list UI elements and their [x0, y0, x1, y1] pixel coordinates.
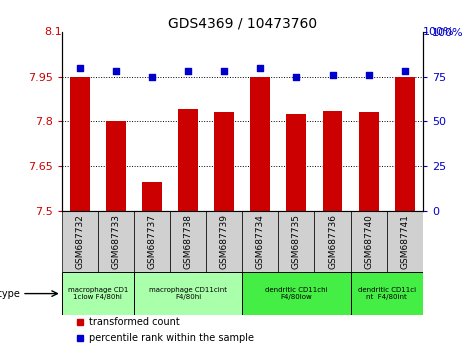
Bar [351, 272, 423, 315]
Text: macrophage CD1
1clow F4/80hi: macrophage CD1 1clow F4/80hi [67, 287, 128, 300]
Point [184, 68, 192, 74]
Bar [98, 211, 134, 272]
Bar [314, 211, 351, 272]
Bar [142, 182, 162, 211]
Bar [70, 77, 90, 211]
Bar [323, 111, 342, 211]
Bar [62, 272, 134, 315]
Bar [242, 272, 351, 315]
Bar [278, 211, 314, 272]
Point [148, 74, 156, 79]
Bar [351, 211, 387, 272]
Text: 100%: 100% [423, 27, 455, 37]
Point [329, 72, 336, 78]
Bar [387, 211, 423, 272]
Bar [134, 272, 242, 315]
Text: percentile rank within the sample: percentile rank within the sample [89, 333, 254, 343]
Point [293, 74, 300, 79]
Text: GSM687734: GSM687734 [256, 214, 265, 269]
Point [76, 65, 84, 70]
Text: GSM687740: GSM687740 [364, 214, 373, 269]
Bar [134, 211, 170, 272]
Bar [250, 76, 270, 211]
Bar [395, 76, 415, 211]
Point [365, 72, 372, 78]
Bar [359, 112, 379, 211]
Text: GSM687736: GSM687736 [328, 214, 337, 269]
Bar [62, 211, 98, 272]
Bar [178, 109, 198, 211]
Text: 8.1: 8.1 [44, 27, 62, 37]
Bar [214, 112, 234, 211]
Bar [286, 114, 306, 211]
Title: GDS4369 / 10473760: GDS4369 / 10473760 [168, 17, 317, 31]
Point [256, 65, 264, 70]
Bar [242, 211, 278, 272]
Text: dendritic CD11chi
F4/80low: dendritic CD11chi F4/80low [265, 287, 328, 300]
Text: GSM687741: GSM687741 [400, 214, 409, 269]
Text: GSM687735: GSM687735 [292, 214, 301, 269]
Point [401, 68, 408, 74]
Bar [106, 121, 126, 211]
Text: cell type: cell type [0, 289, 20, 298]
Point [220, 68, 228, 74]
Text: GSM687732: GSM687732 [76, 214, 84, 269]
Bar [206, 211, 242, 272]
Text: dendritic CD11ci
nt  F4/80int: dendritic CD11ci nt F4/80int [358, 287, 416, 300]
Text: GSM687733: GSM687733 [112, 214, 120, 269]
Text: macrophage CD11cint
F4/80hi: macrophage CD11cint F4/80hi [149, 287, 227, 300]
Text: transformed count: transformed count [89, 317, 180, 327]
Text: GSM687738: GSM687738 [184, 214, 192, 269]
Text: GSM687737: GSM687737 [148, 214, 156, 269]
Bar [170, 211, 206, 272]
Point [112, 68, 120, 74]
Text: GSM687739: GSM687739 [220, 214, 228, 269]
